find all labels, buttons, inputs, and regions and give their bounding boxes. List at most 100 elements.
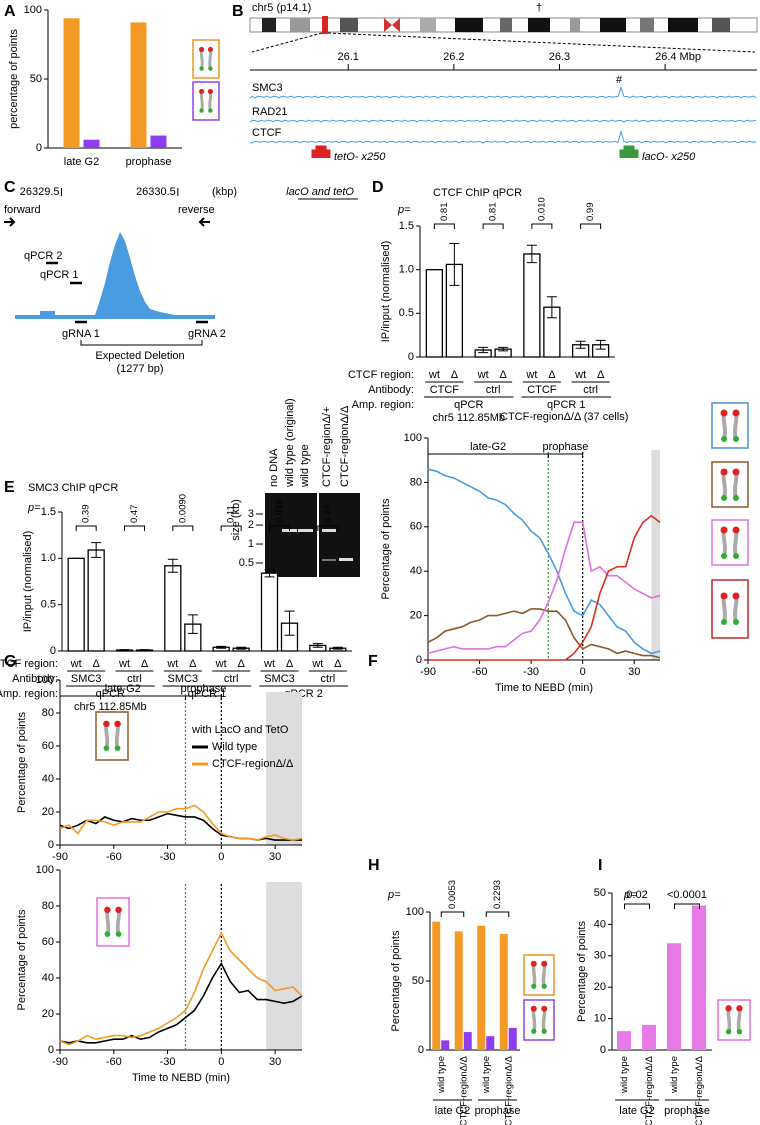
antibody-label: CTCF	[527, 384, 557, 396]
antibody-label: SMC3	[168, 673, 199, 685]
chart-title: CTCF ChIP qPCR	[433, 187, 522, 199]
track-signal	[249, 119, 757, 123]
antibody-label: ctrl	[486, 384, 501, 396]
p-value: 0.0090	[177, 494, 188, 523]
x-tick-label: 26.1	[338, 51, 359, 63]
p-value: 0.018	[274, 499, 285, 523]
error-bar	[449, 242, 460, 286]
p-label: p=	[397, 204, 411, 216]
bar	[477, 925, 486, 1050]
antibody-label: ctrl	[320, 673, 335, 685]
bar	[432, 921, 441, 1050]
track-label: CTCF	[252, 127, 282, 139]
bar	[617, 1031, 631, 1050]
bar	[164, 565, 182, 652]
y-tick-label: 40	[410, 565, 422, 577]
p-value: 0.2293	[492, 880, 503, 909]
error-bar	[216, 645, 227, 649]
y-tick-label: 1.0	[399, 264, 414, 276]
shade	[651, 450, 660, 660]
x-tick-label: CTCF-regionΔ/Δ	[503, 1055, 514, 1125]
y-tick-label: 1.0	[41, 552, 56, 564]
x-tick-label: CTCF-regionΔ/Δ	[458, 1055, 469, 1125]
x-tick-label: wt	[311, 658, 323, 670]
shade	[266, 692, 302, 845]
p-value: 0.47	[129, 505, 140, 524]
ladder-label: 0.5	[239, 557, 254, 569]
group-label: prophase	[664, 1105, 710, 1117]
lane-label: no DNA	[268, 448, 280, 487]
deletion-bracket	[80, 340, 203, 346]
y-tick-label: 1.5	[41, 506, 56, 518]
x-tick-label: 26.4 Mbp	[655, 51, 701, 63]
p-bracket	[482, 223, 504, 229]
x-tick-label: CTCF-regionΔ/Δ	[644, 1055, 655, 1125]
panel-label: H	[368, 857, 380, 874]
x-tick-label: Δ	[189, 658, 197, 670]
p-bracket	[75, 525, 97, 531]
x-tick-label: 30	[269, 851, 281, 863]
legend-label: Wild type	[212, 741, 257, 753]
x-tick-label: Δ	[548, 369, 556, 381]
x-tick-label: -90	[52, 851, 68, 863]
x-tick-label: 26.2	[443, 51, 464, 63]
x-tick-label: -60	[106, 851, 122, 863]
row-label: Amp. region:	[352, 399, 414, 411]
laco-label: lacO- x250	[642, 151, 696, 163]
error-bar	[119, 649, 130, 652]
qpcr2-label: qPCR 2	[24, 250, 63, 262]
amp-note: chr5 112.85Mb	[74, 701, 147, 713]
p-bracket	[485, 911, 510, 917]
x-axis-label: Time to NEBD (min)	[132, 1072, 230, 1084]
bar	[425, 269, 444, 358]
x-tick-label: CTCF-regionΔ/Δ	[694, 1055, 705, 1125]
bar	[441, 1040, 450, 1050]
bar	[463, 1032, 472, 1050]
row-label: Antibody:	[368, 384, 414, 396]
p-bracket	[433, 223, 455, 229]
bar	[87, 549, 105, 652]
y-tick-label: 50	[412, 975, 424, 987]
x-tick-label: wild type	[669, 1056, 680, 1094]
y-tick-label: 60	[410, 521, 422, 533]
ladder-label: 2	[248, 519, 254, 531]
antibody-label: CTCF	[430, 384, 460, 396]
y-tick-label: 40	[594, 918, 606, 930]
y-tick-label: 0.5	[399, 307, 414, 319]
error-bar	[264, 568, 275, 578]
dagger: †	[536, 2, 542, 14]
p-label: p=	[387, 889, 401, 901]
x-tick-label: 30	[628, 666, 640, 678]
phase-label: prophase	[543, 441, 589, 453]
gel-divider	[317, 493, 319, 577]
x-tick-label: late G2	[64, 156, 99, 168]
x-tick-label: -90	[420, 666, 436, 678]
y-axis-label: Percentage of points	[380, 498, 392, 599]
x-tick-label: Δ	[286, 658, 294, 670]
x-tick-label: Δ	[597, 369, 605, 381]
error-bar	[91, 542, 102, 558]
y-axis-label: Percentage of points	[16, 712, 28, 813]
track-label: RAD21	[252, 106, 287, 118]
track-signal	[249, 129, 757, 144]
bar	[667, 943, 681, 1050]
y-tick-label: 40	[42, 972, 54, 984]
teto-marker	[311, 145, 331, 158]
x-tick-label: wt	[215, 658, 227, 670]
p-value: 0.02	[626, 889, 647, 901]
group-label: late G2	[435, 1105, 470, 1117]
error-bar	[498, 346, 509, 352]
error-bar	[526, 244, 537, 264]
p-value: 0.010	[536, 197, 547, 221]
phase-bracket	[184, 695, 222, 700]
antibody-label: ctrl	[127, 673, 142, 685]
bar	[260, 572, 279, 652]
bar	[150, 135, 167, 148]
x-tick-label: prophase	[126, 156, 172, 168]
bar	[486, 1036, 495, 1050]
p-value: 0.0053	[447, 880, 458, 909]
y-tick-label: 80	[42, 900, 54, 912]
group-label: prophase	[475, 1105, 521, 1117]
